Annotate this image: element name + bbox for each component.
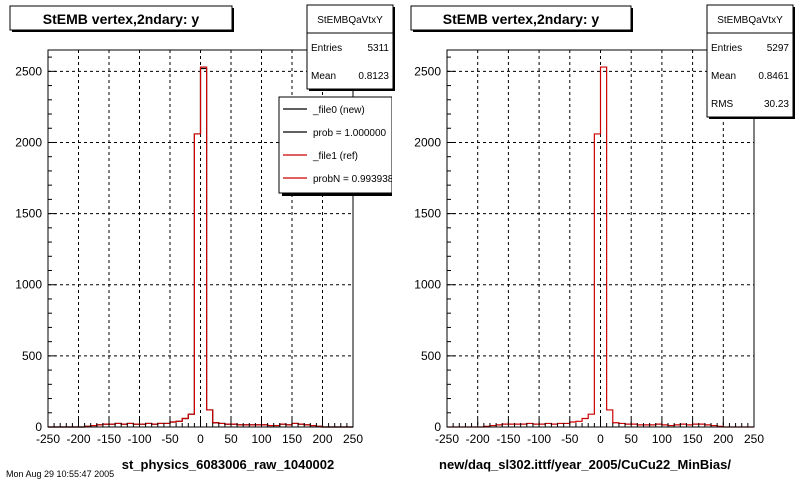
x-axis-label: new/daq_sl302.ittf/year_2005/CuCu22_MinB… (439, 457, 731, 472)
stats-frame (706, 4, 794, 118)
y-tick-label: 2000 (15, 135, 42, 149)
x-tick-label: 200 (713, 432, 733, 446)
stats-label: Entries (711, 43, 742, 54)
x-tick-label: 0 (597, 432, 604, 446)
histogram-title: StEMB vertex,2ndary: y (43, 11, 200, 27)
y-tick-label: 500 (421, 349, 441, 363)
stats-value: 5297 (767, 43, 790, 54)
y-tick-label: 2500 (15, 64, 42, 78)
x-tick-label: -150 (496, 432, 520, 446)
x-tick-label: 150 (683, 432, 703, 446)
x-tick-label: 150 (282, 432, 302, 446)
x-axis-label: st_physics_6083006_raw_1040002 (122, 457, 335, 472)
stats-label: Entries (311, 43, 342, 54)
legend-entry: probN = 0.993938 (313, 174, 394, 185)
stats-label: Mean (311, 71, 336, 82)
x-tick-label: -250 (435, 432, 459, 446)
plot-area: -250 -200 -150 -100 -50 0 50 100 150 200 250050010… (414, 49, 764, 446)
stats-value: 0.8123 (358, 71, 389, 82)
histogram-panel-right: StEMB vertex,2ndary: y -250 -200 -150 -100-… (410, 4, 795, 472)
x-tick-label: 200 (312, 432, 332, 446)
x-tick-label: -100 (127, 432, 151, 446)
histogram-title: StEMB vertex,2ndary: y (443, 11, 600, 27)
x-tick-label: 100 (251, 432, 271, 446)
y-tick-label: 0 (434, 420, 441, 434)
y-tick-label: 500 (22, 349, 42, 363)
y-tick-label: 1500 (414, 207, 441, 221)
stats-box: StEMBQaVtxY Entries 5297 Mean 0.8461 RMS 30.23 (706, 4, 795, 119)
x-tick-label: -150 (97, 432, 121, 446)
stats-value: 5311 (367, 43, 389, 54)
legend-entry: _file0 (new) (312, 105, 365, 116)
x-tick-label: 50 (625, 432, 639, 446)
y-tick-label: 2000 (414, 135, 441, 149)
x-tick-label: 100 (652, 432, 672, 446)
legend-box: _file0 (new) prob = 1.000000 _file1 (ref) p… (278, 96, 394, 196)
x-tick-label: -50 (561, 432, 579, 446)
x-tick-label: 0 (197, 432, 204, 446)
title-box: StEMB vertex,2ndary: y (9, 5, 234, 32)
y-tick-label: 0 (35, 420, 42, 434)
legend-content: _file0 (new) prob = 1.000000 _file1 (ref) p… (278, 96, 394, 196)
x-tick-label: -200 (466, 432, 490, 446)
y-tick-label: 1000 (15, 278, 42, 292)
stats-name: StEMBQaVtxY (317, 15, 383, 26)
x-tick-label: -250 (36, 432, 60, 446)
y-tick-label: 2500 (414, 64, 441, 78)
footer-timestamp: Mon Aug 29 10:55:47 2005 (6, 469, 114, 479)
x-tick-label: -100 (527, 432, 551, 446)
stats-value: 0.8461 (758, 71, 789, 82)
histogram-panel-left: StEMB vertex,2ndary: y -250 -200 -150 -100-… (9, 4, 395, 472)
title-box: StEMB vertex,2ndary: y (410, 5, 633, 32)
stats-label: RMS (711, 99, 734, 110)
x-tick-label: 250 (744, 432, 764, 446)
stats-value: 30.23 (764, 99, 789, 110)
y-tick-label: 1000 (414, 278, 441, 292)
x-tick-label: -200 (66, 432, 90, 446)
legend-entry: prob = 1.000000 (313, 128, 387, 139)
legend-entry: _file1 (ref) (312, 151, 358, 162)
x-tick-label: -50 (161, 432, 179, 446)
x-tick-label: 50 (224, 432, 238, 446)
histogram-series-line (447, 66, 754, 428)
legend-frame (278, 96, 392, 194)
stats-box: StEMBQaVtxY Entries 5311 Mean 0.8123 (306, 4, 395, 91)
x-tick-label: 250 (343, 432, 363, 446)
stats-frame (306, 4, 394, 90)
stats-name: StEMBQaVtxY (717, 15, 783, 26)
y-tick-label: 1500 (15, 207, 42, 221)
stats-label: Mean (711, 71, 736, 82)
